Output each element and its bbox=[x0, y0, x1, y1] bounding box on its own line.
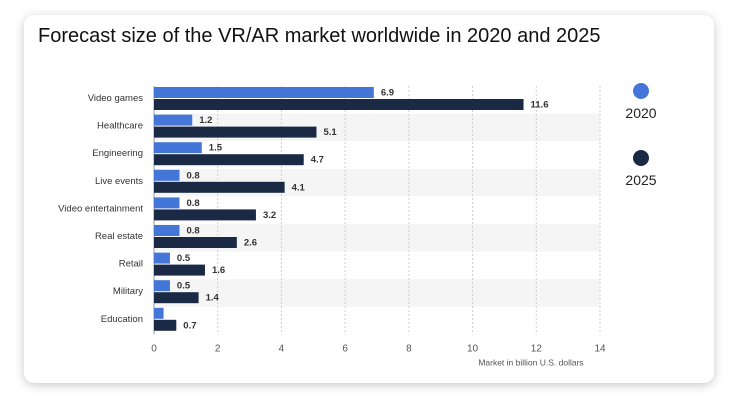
bar-2020 bbox=[154, 142, 202, 154]
legend-item-2025[interactable]: 2025 bbox=[611, 150, 671, 188]
bar-2025 bbox=[154, 292, 199, 304]
data-label: 0.8 bbox=[186, 226, 199, 237]
data-label: 4.7 bbox=[311, 155, 324, 166]
category-label: Video games bbox=[88, 93, 144, 104]
data-label: 0.8 bbox=[186, 170, 199, 181]
data-label: 6.9 bbox=[381, 88, 394, 99]
x-tick-label: 8 bbox=[406, 343, 412, 354]
data-label: 0.5 bbox=[177, 253, 191, 264]
bar-2025 bbox=[154, 154, 304, 166]
chart-title: Forecast size of the VR/AR market worldw… bbox=[38, 25, 601, 47]
x-tick-label: 14 bbox=[594, 343, 606, 354]
bar-2025 bbox=[154, 264, 205, 276]
x-axis-label: Market in billion U.S. dollars bbox=[478, 357, 583, 367]
x-tick-label: 4 bbox=[279, 343, 285, 354]
data-label: 1.5 bbox=[209, 143, 223, 154]
bar-2020 bbox=[154, 114, 193, 126]
row-band bbox=[154, 279, 600, 307]
bar-2020 bbox=[154, 87, 374, 98]
category-label: Military bbox=[113, 286, 143, 297]
x-tick-label: 12 bbox=[531, 343, 543, 354]
data-label: 11.6 bbox=[531, 100, 549, 111]
x-tick-label: 6 bbox=[342, 343, 348, 354]
bar-2025 bbox=[154, 99, 524, 110]
category-label: Healthcare bbox=[97, 121, 143, 132]
bar-2020 bbox=[154, 197, 180, 209]
data-label: 1.2 bbox=[199, 115, 212, 126]
bar-2025 bbox=[154, 209, 256, 221]
legend-label-2020: 2020 bbox=[625, 105, 657, 121]
data-label: 4.1 bbox=[292, 182, 306, 193]
bar-2020 bbox=[154, 225, 180, 236]
x-tick-label: 10 bbox=[467, 343, 479, 354]
x-tick-label: 2 bbox=[215, 343, 221, 354]
x-tick-label: 0 bbox=[151, 343, 157, 354]
legend-dot-2025 bbox=[633, 150, 649, 166]
data-label: 3.2 bbox=[263, 210, 276, 221]
bar-2020 bbox=[154, 280, 170, 292]
category-label: Video entertainment bbox=[58, 203, 143, 214]
legend-label-2025: 2025 bbox=[625, 172, 657, 188]
data-label: 0.8 bbox=[186, 198, 199, 209]
bar-2020 bbox=[154, 307, 164, 319]
bar-2020 bbox=[154, 252, 170, 264]
category-label: Retail bbox=[119, 259, 143, 270]
data-label: 0.7 bbox=[183, 320, 196, 331]
data-label: 5.1 bbox=[323, 127, 337, 138]
category-label: Real estate bbox=[95, 231, 143, 242]
bar-2025 bbox=[154, 319, 177, 331]
legend-dot-2020 bbox=[633, 83, 649, 99]
category-label: Live events bbox=[95, 176, 143, 187]
category-label: Education bbox=[101, 314, 143, 325]
bar-2025 bbox=[154, 126, 317, 138]
bar-2025 bbox=[154, 181, 285, 193]
category-label: Engineering bbox=[92, 148, 143, 159]
data-label: 0.5 bbox=[177, 281, 191, 292]
bar-2020 bbox=[154, 169, 180, 181]
data-label: 1.4 bbox=[206, 293, 220, 304]
chart-card bbox=[24, 15, 714, 383]
legend-item-2020[interactable]: 2020 bbox=[611, 83, 671, 121]
data-label: 1.6 bbox=[212, 265, 225, 276]
data-label: 2.6 bbox=[244, 238, 257, 249]
bar-2025 bbox=[154, 237, 237, 248]
